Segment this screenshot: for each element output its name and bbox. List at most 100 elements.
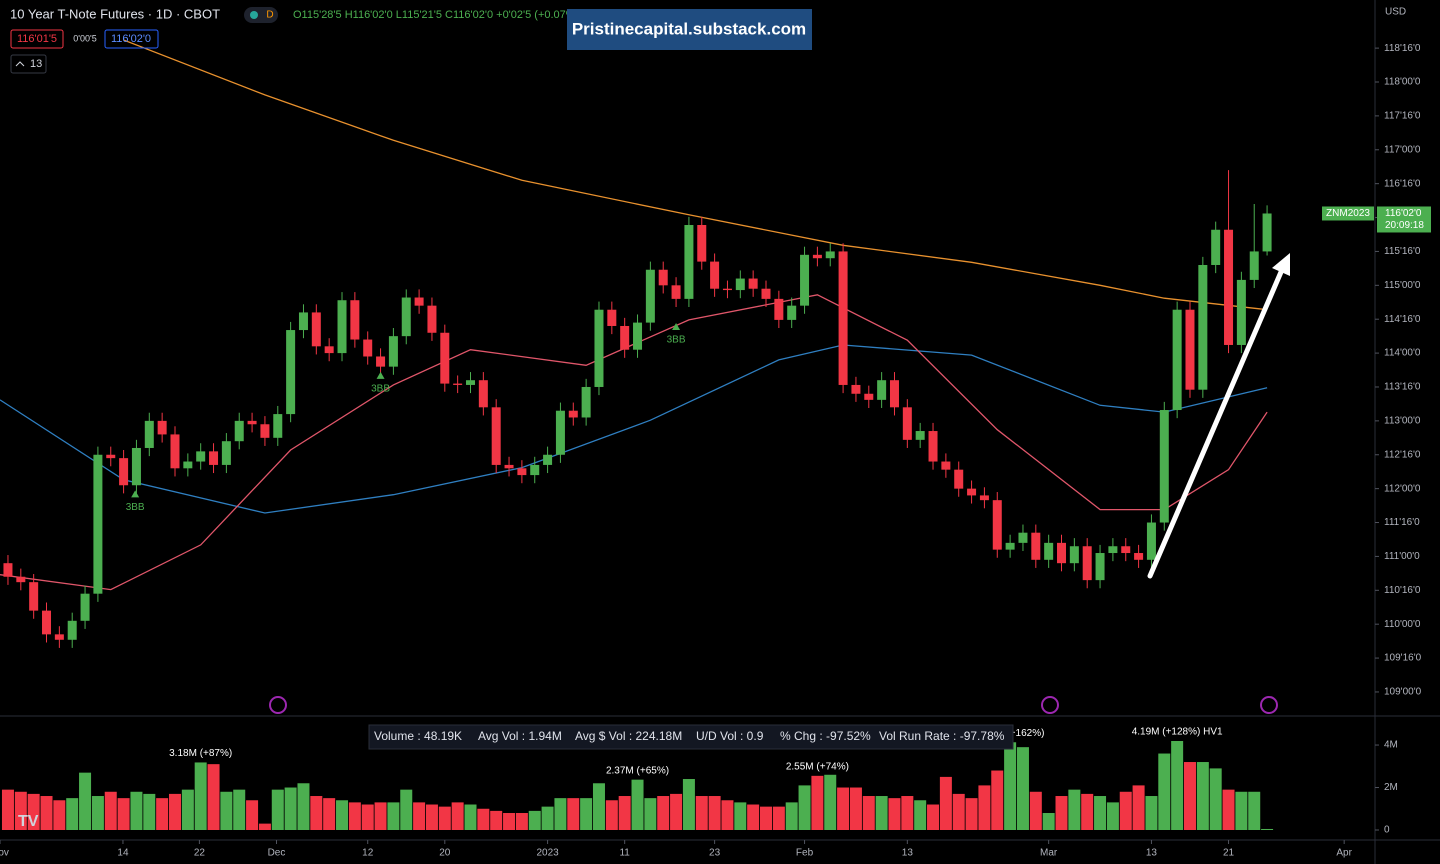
watermark: Pristinecapital.substack.com — [572, 19, 806, 38]
ask-box[interactable] — [104, 29, 159, 49]
candle-body — [864, 393, 874, 400]
volume-bar — [271, 789, 284, 830]
logo: TV — [18, 813, 39, 830]
volume-bar — [194, 762, 207, 830]
candle-body — [260, 424, 270, 438]
y-tick-label: 109'16'0 — [1384, 653, 1422, 664]
candle-body — [427, 305, 437, 333]
candle-body — [1262, 213, 1272, 252]
volume-bar — [1145, 796, 1158, 830]
candle-body — [504, 464, 514, 469]
volume-bar — [901, 796, 914, 830]
candle-body — [1031, 532, 1041, 560]
volume-bar — [927, 804, 940, 830]
ask: 116'02'0 — [111, 33, 151, 45]
moving-average — [0, 344, 1268, 514]
volume-bar — [348, 802, 361, 830]
candle-body — [594, 309, 604, 387]
volume-label: 2.37M (+65%) — [606, 765, 669, 776]
volume-bar — [1209, 768, 1222, 830]
y-tick-label: 117'16'0 — [1384, 111, 1421, 122]
candle-body — [568, 410, 578, 418]
candle-body — [607, 309, 617, 326]
volume-bar — [695, 796, 708, 830]
volume-bar — [785, 802, 798, 830]
candle-body — [119, 458, 129, 486]
volume-bar — [220, 791, 233, 830]
x-tick-label: Dec — [268, 848, 286, 859]
volume-bar — [734, 802, 747, 830]
volume-bar — [1171, 741, 1184, 830]
x-tick-label: Feb — [796, 848, 814, 859]
volume-tick-label: 2M — [1384, 782, 1398, 793]
candle-body — [29, 582, 39, 611]
watermark-box — [567, 9, 812, 50]
bid-box[interactable] — [10, 29, 64, 49]
volume-bar — [1261, 828, 1274, 830]
volume-bar — [297, 783, 310, 830]
volume-bar — [1132, 785, 1145, 830]
candle-body — [787, 305, 797, 320]
volume-info: U/D Vol : 0.9 — [696, 729, 764, 743]
y-tick-label: 118'16'0 — [1384, 43, 1421, 54]
y-tick-label: 113'16'0 — [1384, 382, 1421, 393]
volume-tick-label: 4M — [1384, 740, 1398, 751]
candle-body — [633, 322, 643, 350]
volume-bar — [490, 810, 503, 830]
candle-body — [877, 380, 887, 400]
volume-bar — [1196, 762, 1209, 830]
candle-body — [67, 620, 77, 640]
event-icon[interactable] — [1260, 696, 1278, 714]
candle-body — [800, 254, 810, 306]
volume-bar — [1055, 796, 1068, 830]
volume-bar — [14, 791, 27, 830]
candle-body — [388, 336, 398, 367]
event-icon[interactable] — [269, 696, 287, 714]
candle-body — [1146, 522, 1156, 560]
candle-body — [1057, 542, 1067, 564]
y-tick-label: 115'16'0 — [1384, 246, 1421, 257]
x-tick-label: 23 — [709, 848, 721, 859]
y-tick-label: 109'00'0 — [1384, 687, 1422, 698]
candle-body — [774, 298, 784, 320]
candle-body — [131, 447, 141, 486]
candle-body — [543, 454, 553, 465]
candle-body — [1005, 542, 1015, 550]
indicator-toggle[interactable] — [10, 54, 47, 74]
volume-bar — [258, 823, 271, 830]
candle-body — [992, 500, 1002, 550]
currency[interactable]: USD — [1385, 7, 1406, 18]
candle-body — [851, 384, 861, 394]
volume-bar — [1029, 791, 1042, 830]
last-price: 116'02'0 — [1385, 208, 1422, 219]
volume-bar — [939, 776, 952, 830]
candle-body — [80, 593, 90, 621]
candle-body — [1224, 229, 1234, 345]
volume-bar — [130, 791, 143, 830]
x-tick-label: Apr — [1336, 848, 1352, 859]
candle-body — [401, 297, 411, 337]
chevron-icon — [15, 61, 25, 67]
volume-bar — [888, 798, 901, 830]
candle-body — [440, 332, 450, 384]
volume-bar — [1235, 791, 1248, 830]
x-tick-label: Mar — [1040, 848, 1058, 859]
y-tick-label: 117'00'0 — [1384, 144, 1421, 155]
symbol-badge — [1322, 206, 1374, 221]
volume-bar — [914, 800, 927, 830]
signal-marker — [376, 371, 385, 379]
volume-bar — [361, 804, 374, 830]
candle-body — [1108, 546, 1118, 554]
volume-bar — [747, 804, 760, 830]
candle-body — [555, 410, 565, 455]
volume-bar — [477, 808, 490, 830]
volume-bar — [760, 806, 773, 830]
event-icon[interactable] — [1041, 696, 1059, 714]
candle-body — [735, 278, 745, 291]
ohlc-legend: O115'28'5 H116'02'0 L115'21'5 C116'02'0 … — [293, 9, 579, 21]
volume-bar — [528, 810, 541, 830]
interval-badge: D — [266, 10, 273, 21]
x-tick-label: Nov — [0, 848, 9, 859]
candle-body — [1121, 546, 1131, 554]
